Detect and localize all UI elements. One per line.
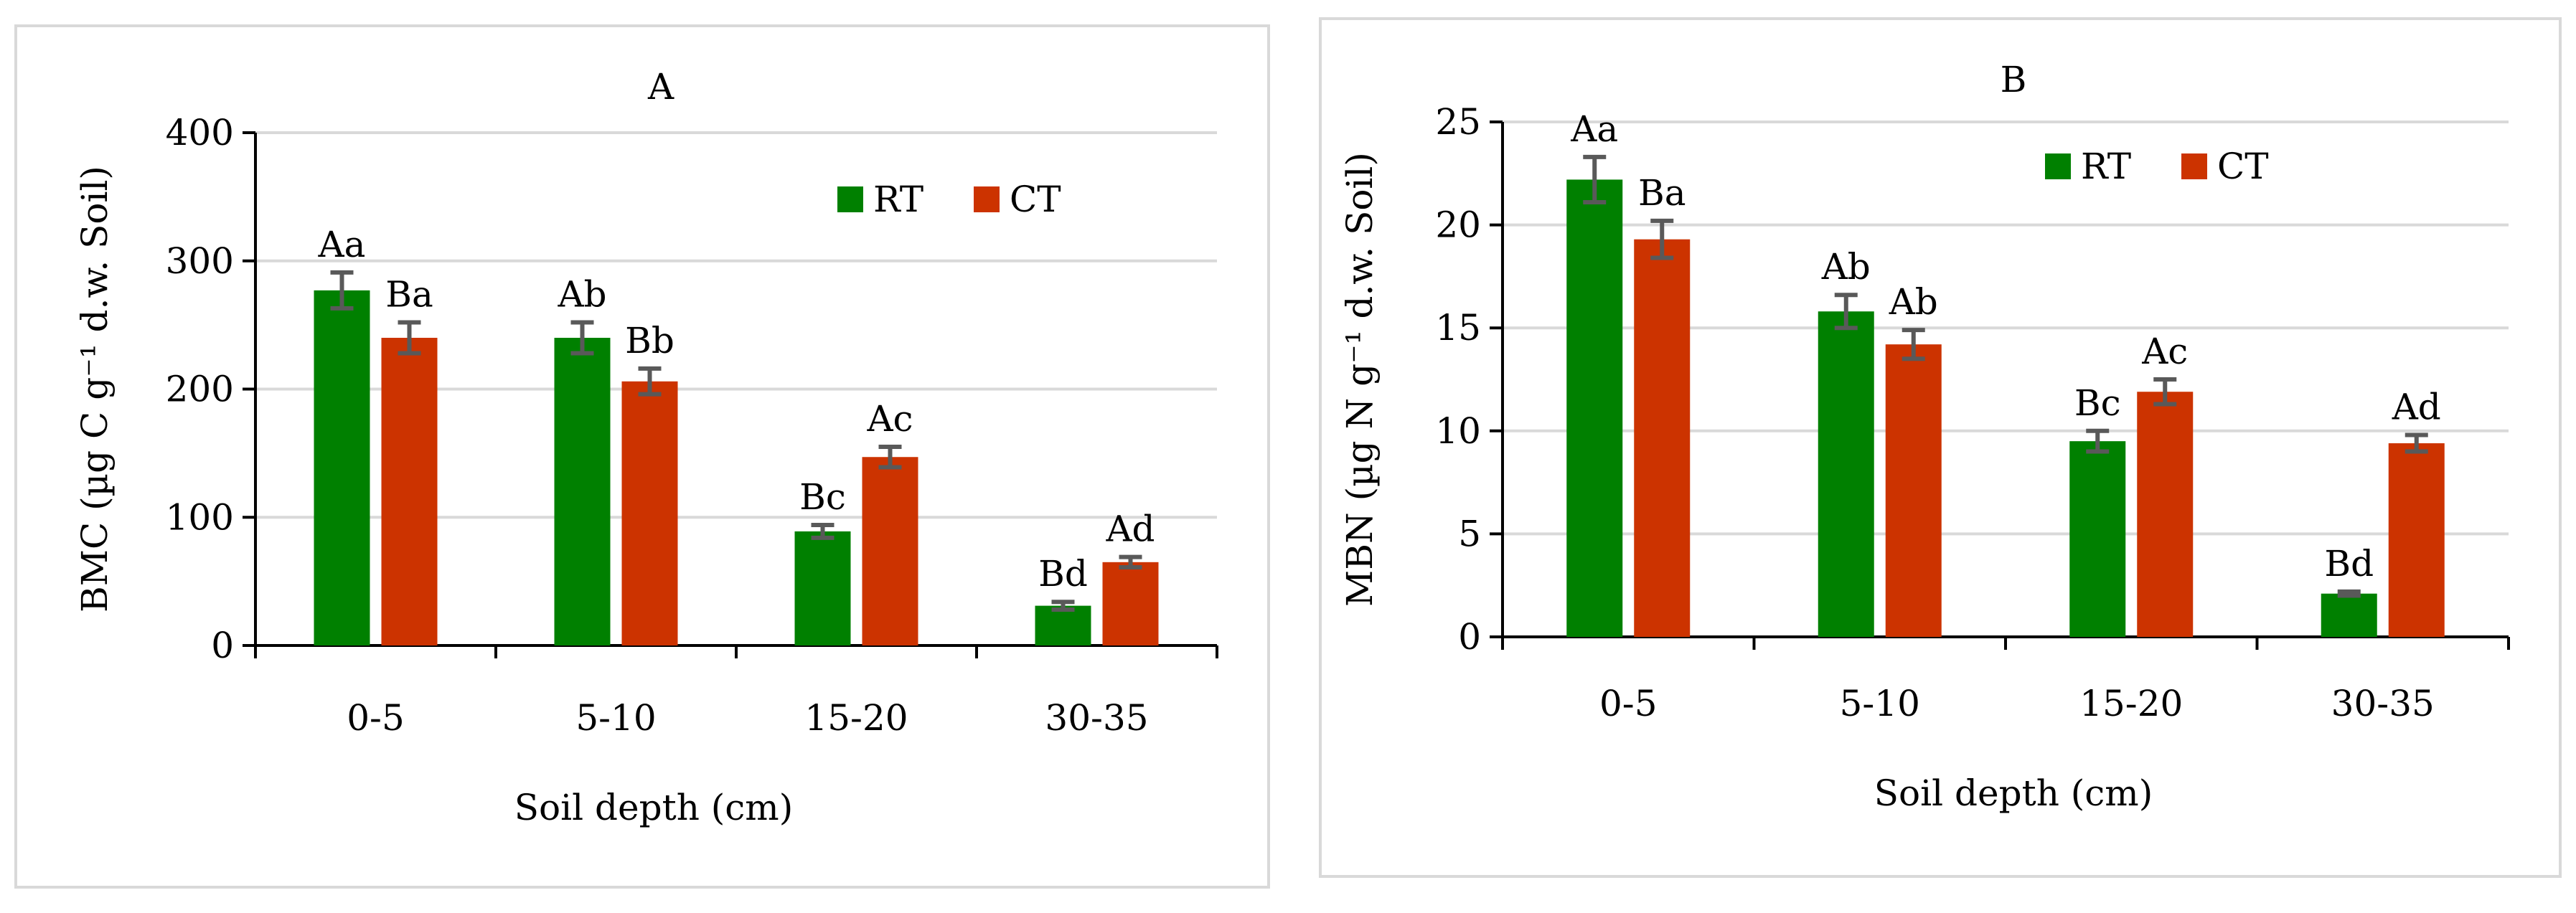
chart-a-significance-label: Bd bbox=[1038, 553, 1088, 595]
chart-b-y-tick-label: 25 bbox=[1435, 101, 1481, 143]
chart-a-legend-swatch-rt bbox=[837, 186, 863, 212]
chart-a-y-axis-label: BMC (µg C g⁻¹ d.w. Soil) bbox=[74, 166, 116, 612]
chart-a-legend-label-rt: RT bbox=[873, 179, 923, 220]
chart-a-y-tick-label: 200 bbox=[166, 369, 234, 410]
chart-b-significance-label: Ac bbox=[2141, 331, 2188, 372]
chart-a-y-tick-label: 0 bbox=[211, 625, 234, 666]
chart-a-x-tick-label: 5-10 bbox=[575, 697, 656, 739]
chart-b-significance-label: Ad bbox=[2392, 387, 2441, 428]
chart-a-bar-ct bbox=[381, 338, 438, 645]
chart-a-significance-label: Aa bbox=[318, 224, 366, 265]
chart-a-y-tick-label: 400 bbox=[166, 112, 234, 153]
chart-b-x-axis-label: Soil depth (cm) bbox=[1874, 772, 2153, 814]
chart-panel-a: 0 100 200 300 400 0-5 Aa Ba 5-10 Ab Bb 15-20 Bc Ac 30-… bbox=[14, 24, 1270, 889]
chart-b-legend-label-ct: CT bbox=[2217, 146, 2269, 187]
chart-a-significance-label: Bc bbox=[799, 476, 846, 518]
chart-b-x-tick-label: 5-10 bbox=[1840, 683, 1920, 724]
chart-a-bar-ct bbox=[862, 457, 918, 645]
chart-a-significance-label: Ab bbox=[557, 274, 606, 316]
chart-a-legend-swatch-ct bbox=[974, 186, 1000, 212]
chart-b-title: B bbox=[2001, 59, 2027, 100]
chart-a-x-tick-label: 15-20 bbox=[804, 697, 908, 739]
chart-b-x-tick-label: 15-20 bbox=[2079, 683, 2183, 724]
chart-b-x-tick-label: 30-35 bbox=[2331, 683, 2435, 724]
chart-a-title: A bbox=[647, 66, 674, 108]
chart-b-bar-ct bbox=[2137, 392, 2194, 637]
chart-b-legend-swatch-rt bbox=[2045, 153, 2071, 179]
chart-a-bar-rt bbox=[554, 338, 611, 645]
chart-b-y-tick-label: 5 bbox=[1458, 513, 1481, 554]
chart-b-bar-ct bbox=[1885, 344, 1942, 637]
chart-b-bar-rt bbox=[1566, 179, 1623, 637]
chart-b-significance-label: Aa bbox=[1570, 108, 1618, 150]
chart-b-significance-label: Ab bbox=[1889, 281, 1938, 323]
chart-b-bar-rt bbox=[2069, 441, 2126, 637]
chart-a-svg: 0 100 200 300 400 0-5 Aa Ba 5-10 Ab Bb 15-20 Bc Ac 30-… bbox=[74, 66, 1218, 828]
chart-a-x-tick-label: 0-5 bbox=[347, 697, 405, 739]
chart-b-bar-ct bbox=[2388, 443, 2445, 637]
chart-b-bar-rt bbox=[2321, 593, 2377, 637]
chart-b-y-tick-label: 10 bbox=[1435, 410, 1481, 452]
chart-a-legend-label-ct: CT bbox=[1010, 179, 1061, 220]
chart-b-y-tick-label: 0 bbox=[1458, 616, 1481, 658]
chart-b-y-tick-label: 20 bbox=[1435, 204, 1481, 246]
chart-a-y-tick-label: 300 bbox=[166, 240, 234, 282]
chart-b-bar-rt bbox=[1818, 311, 1874, 637]
chart-b-legend-label-rt: RT bbox=[2081, 146, 2131, 187]
chart-a-significance-label: Ad bbox=[1105, 508, 1155, 550]
chart-b-x-tick-label: 0-5 bbox=[1599, 683, 1658, 724]
chart-a-significance-label: Ac bbox=[866, 398, 913, 440]
chart-b-svg: 0 5 10 15 20 25 0-5 Aa Ba 5-10 Ab Ab 15-20 Bc Ac 30-35 B… bbox=[1339, 59, 2510, 814]
chart-b-legend-swatch-ct bbox=[2181, 153, 2207, 179]
chart-panel-b: 0 5 10 15 20 25 0-5 Aa Ba 5-10 Ab Ab 15-20 Bc Ac 30-35 B… bbox=[1319, 17, 2562, 878]
chart-a-bar-rt bbox=[794, 531, 851, 645]
chart-a-bar-rt bbox=[1035, 605, 1091, 645]
chart-a-significance-label: Ba bbox=[385, 274, 433, 316]
chart-a-x-axis-label: Soil depth (cm) bbox=[514, 787, 793, 828]
chart-a-bar-ct bbox=[1102, 562, 1159, 645]
chart-a-bar-rt bbox=[314, 290, 370, 645]
chart-a-bar-ct bbox=[621, 381, 678, 645]
chart-b-bar-ct bbox=[1634, 239, 1691, 638]
chart-a-x-tick-label: 30-35 bbox=[1045, 697, 1148, 739]
chart-b-y-axis-label: MBN (µg N g⁻¹ d.w. Soil) bbox=[1339, 152, 1381, 607]
chart-b-y-tick-label: 15 bbox=[1435, 307, 1481, 349]
chart-a-significance-label: Bb bbox=[625, 320, 674, 361]
chart-b-significance-label: Ba bbox=[1638, 172, 1686, 214]
chart-b-significance-label: Bc bbox=[2074, 382, 2121, 424]
chart-b-significance-label: Bd bbox=[2324, 543, 2374, 585]
chart-a-y-tick-label: 100 bbox=[166, 496, 234, 538]
chart-b-significance-label: Ab bbox=[1821, 246, 1871, 288]
